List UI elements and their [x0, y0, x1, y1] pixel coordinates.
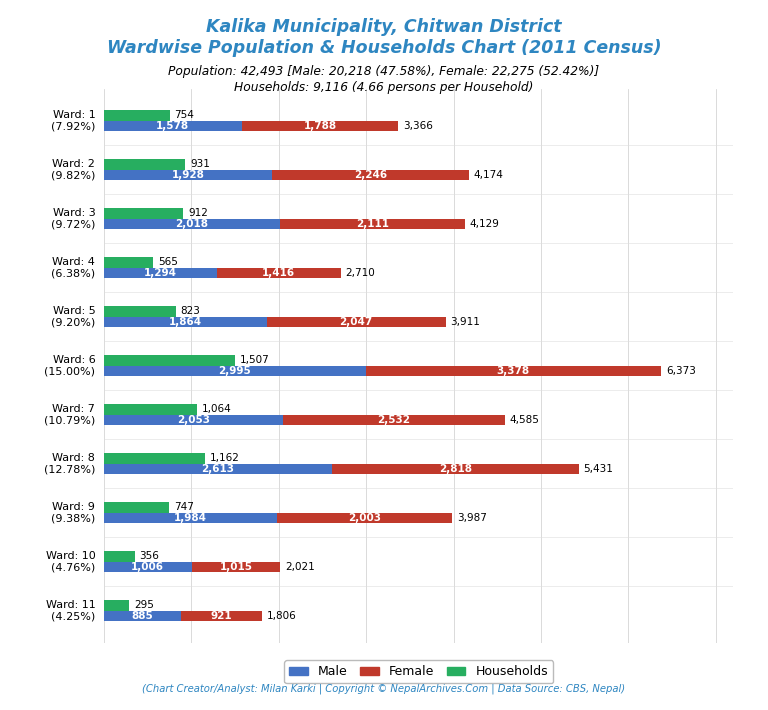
- Bar: [273, 170, 468, 180]
- Bar: [104, 453, 205, 464]
- Bar: [217, 268, 341, 278]
- Text: 1,064: 1,064: [201, 404, 231, 414]
- Bar: [104, 611, 181, 621]
- Text: 1,578: 1,578: [156, 121, 189, 131]
- Bar: [104, 110, 170, 121]
- Text: Kalika Municipality, Chitwan District: Kalika Municipality, Chitwan District: [207, 18, 561, 36]
- Text: 6,373: 6,373: [666, 366, 696, 376]
- Text: 2,053: 2,053: [177, 415, 210, 425]
- Text: 2,047: 2,047: [339, 317, 373, 327]
- Text: 295: 295: [134, 600, 154, 611]
- Bar: [104, 513, 277, 523]
- Bar: [104, 562, 192, 572]
- Bar: [104, 170, 273, 180]
- Bar: [104, 317, 266, 327]
- Text: Wardwise Population & Households Chart (2011 Census): Wardwise Population & Households Chart (…: [107, 39, 661, 57]
- Text: 2,613: 2,613: [201, 464, 234, 474]
- Bar: [266, 317, 445, 327]
- Text: 3,378: 3,378: [497, 366, 530, 376]
- Bar: [104, 268, 217, 278]
- Text: 2,818: 2,818: [439, 464, 472, 474]
- Bar: [366, 366, 661, 376]
- Bar: [104, 121, 242, 131]
- Text: 2,995: 2,995: [218, 366, 251, 376]
- Text: 1,162: 1,162: [210, 453, 240, 464]
- Bar: [242, 121, 398, 131]
- Text: 1,928: 1,928: [171, 170, 204, 180]
- Text: 4,174: 4,174: [474, 170, 504, 180]
- Text: 1,788: 1,788: [303, 121, 336, 131]
- Text: 2,111: 2,111: [356, 219, 389, 229]
- Text: Population: 42,493 [Male: 20,218 (47.58%), Female: 22,275 (52.42%)]: Population: 42,493 [Male: 20,218 (47.58%…: [168, 65, 600, 78]
- Bar: [104, 159, 185, 170]
- Text: 921: 921: [210, 611, 232, 621]
- Text: 3,911: 3,911: [451, 317, 481, 327]
- Bar: [104, 257, 153, 268]
- Text: 823: 823: [180, 306, 200, 316]
- Bar: [283, 415, 505, 425]
- Text: 1,416: 1,416: [262, 268, 296, 278]
- Text: 1,806: 1,806: [266, 611, 296, 621]
- Text: 754: 754: [174, 110, 194, 120]
- Text: 356: 356: [140, 551, 160, 562]
- Text: (Chart Creator/Analyst: Milan Karki | Copyright © NepalArchives.Com | Data Sourc: (Chart Creator/Analyst: Milan Karki | Co…: [142, 684, 626, 694]
- Text: 2,246: 2,246: [354, 170, 387, 180]
- Bar: [104, 366, 366, 376]
- Text: 5,431: 5,431: [584, 464, 614, 474]
- Text: 1,006: 1,006: [131, 562, 164, 572]
- Bar: [104, 404, 197, 415]
- Text: 4,129: 4,129: [470, 219, 499, 229]
- Text: 2,003: 2,003: [349, 513, 381, 523]
- Text: 931: 931: [190, 159, 210, 169]
- Text: 3,987: 3,987: [457, 513, 487, 523]
- Text: 747: 747: [174, 502, 194, 513]
- Text: 1,507: 1,507: [240, 355, 270, 365]
- Text: 4,585: 4,585: [509, 415, 539, 425]
- Text: 3,366: 3,366: [403, 121, 433, 131]
- Bar: [104, 415, 283, 425]
- Text: 1,864: 1,864: [169, 317, 202, 327]
- Bar: [333, 464, 579, 474]
- Bar: [104, 551, 135, 562]
- Text: 2,532: 2,532: [378, 415, 410, 425]
- Bar: [192, 562, 280, 572]
- Text: 2,021: 2,021: [285, 562, 315, 572]
- Text: 885: 885: [131, 611, 154, 621]
- Bar: [104, 306, 176, 317]
- Text: 565: 565: [158, 257, 177, 267]
- Bar: [104, 600, 130, 611]
- Bar: [104, 464, 333, 474]
- Text: 1,984: 1,984: [174, 513, 207, 523]
- Bar: [104, 208, 184, 219]
- Legend: Male, Female, Households: Male, Female, Households: [284, 660, 553, 683]
- Bar: [104, 219, 280, 229]
- Text: 912: 912: [188, 208, 208, 218]
- Text: 1,015: 1,015: [220, 562, 253, 572]
- Text: 2,710: 2,710: [346, 268, 376, 278]
- Bar: [104, 502, 169, 513]
- Bar: [104, 355, 236, 366]
- Text: 2,018: 2,018: [175, 219, 208, 229]
- Bar: [280, 219, 465, 229]
- Text: 1,294: 1,294: [144, 268, 177, 278]
- Bar: [181, 611, 262, 621]
- Bar: [277, 513, 452, 523]
- Text: Households: 9,116 (4.66 persons per Household): Households: 9,116 (4.66 persons per Hous…: [234, 81, 534, 94]
